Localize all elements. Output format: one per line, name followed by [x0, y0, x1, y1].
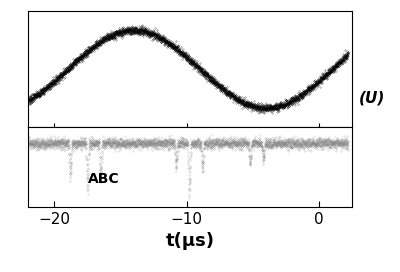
Text: (U): (U) — [358, 91, 385, 106]
X-axis label: t(μs): t(μs) — [166, 232, 214, 250]
Text: ABC: ABC — [88, 172, 119, 186]
